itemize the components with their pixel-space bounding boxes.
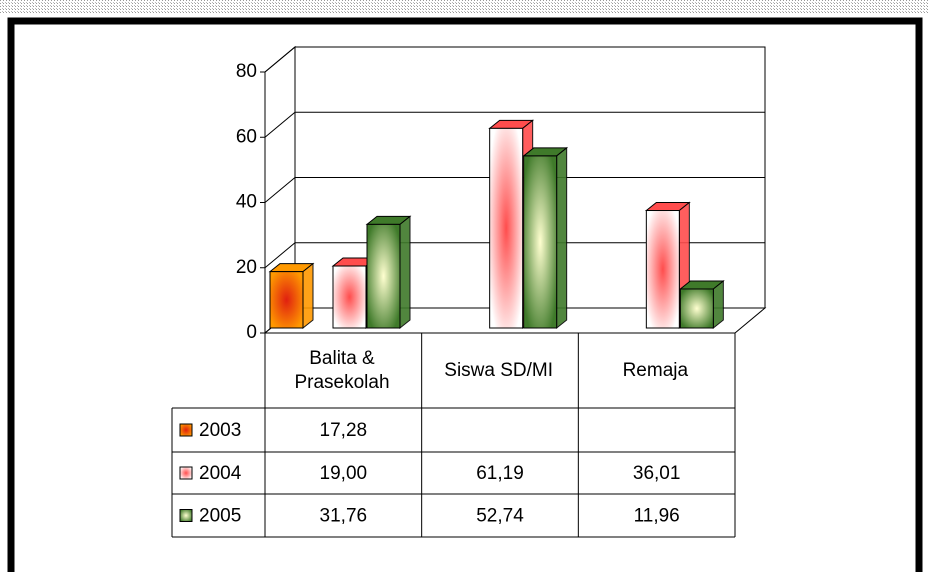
y-tick-label: 0 <box>246 322 257 343</box>
bar-side <box>556 146 568 330</box>
bar <box>523 155 558 329</box>
bar-side <box>712 279 724 330</box>
bar <box>332 265 367 329</box>
category-cell: Siswa SD/MI <box>444 360 554 381</box>
table-value: 61,19 <box>476 463 524 484</box>
top-strip <box>0 0 928 14</box>
legend-key <box>179 466 193 480</box>
y-tick-label: 20 <box>236 257 257 278</box>
grid-line <box>264 177 765 203</box>
table-value: 11,96 <box>634 506 680 527</box>
bar-side <box>302 262 314 330</box>
bar <box>269 271 304 329</box>
legend-key <box>179 423 193 437</box>
y-tick-label: 80 <box>236 61 257 82</box>
bar <box>489 127 524 329</box>
legend-label: 2005 <box>199 506 241 527</box>
table-value: 19,00 <box>320 463 368 484</box>
bar <box>366 223 401 329</box>
bar-side <box>399 215 411 330</box>
grid-line <box>264 46 765 73</box>
bar <box>679 288 714 329</box>
legend-label: 2003 <box>199 420 241 441</box>
table-value: 52,74 <box>476 506 524 527</box>
table-value: 31,76 <box>320 506 368 527</box>
y-tick-label: 40 <box>236 192 257 213</box>
category-cell: Balita & Prasekolah <box>294 348 390 393</box>
x-tick-label: Remaja <box>622 360 689 381</box>
legend-label: 2004 <box>199 463 242 484</box>
x-tick-label: Siswa SD/MI <box>444 360 554 381</box>
x-tick-label: Balita & Prasekolah <box>294 348 390 393</box>
bar <box>645 210 680 329</box>
y-tick-label: 60 <box>236 126 257 147</box>
frame <box>7 17 923 572</box>
grid-line <box>264 111 765 138</box>
legend-key <box>179 509 193 522</box>
category-cell: Remaja <box>622 360 689 381</box>
grid-line <box>264 242 765 269</box>
table-value: 36,01 <box>633 463 681 484</box>
table-value: 17,28 <box>320 420 368 441</box>
